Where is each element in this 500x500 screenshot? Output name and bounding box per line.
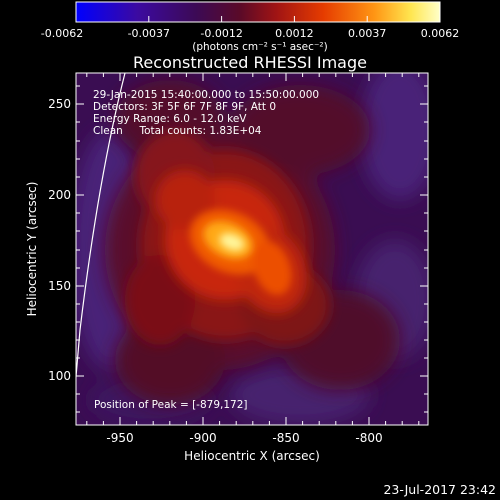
y-tick-label: 250 <box>48 97 71 111</box>
info-line-energy: Energy Range: 6.0 - 12.0 keV <box>93 113 247 125</box>
y-axis-label: Heliocentric Y (arcsec) <box>25 182 39 317</box>
x-tick-label: -950 <box>106 431 133 445</box>
x-tick-label: -900 <box>189 431 216 445</box>
colorbar-tick: 0.0012 <box>275 27 314 40</box>
colorbar-gradient <box>75 1 441 23</box>
timestamp: 23-Jul-2017 23:42 <box>383 482 496 497</box>
colorbar-tick: 0.0062 <box>421 27 460 40</box>
peak-position-label: Position of Peak = [-879,172] <box>94 399 248 411</box>
rhessi-image <box>76 73 428 425</box>
info-line-time: 29-Jan-2015 15:40:00.000 to 15:50:00.000 <box>93 89 319 101</box>
x-tick-label: -850 <box>272 431 299 445</box>
colorbar-tick: -0.0012 <box>200 27 242 40</box>
colorbar-units-label: (photons cm⁻² s⁻¹ asec⁻²) <box>192 41 327 53</box>
y-tick-label: 100 <box>48 369 71 383</box>
solar-limb <box>76 73 126 384</box>
plot-frame <box>75 72 429 426</box>
colorbar-tick: -0.0062 <box>41 27 83 40</box>
y-tick-label: 150 <box>48 279 71 293</box>
plot-title: Reconstructed RHESSI Image <box>133 53 367 72</box>
colorbar-tick: -0.0037 <box>128 27 170 40</box>
y-tick-label: 200 <box>48 188 71 202</box>
colorbar: -0.0062 -0.0037 -0.0012 0.0012 0.0037 0.… <box>41 1 460 53</box>
axis-ticks <box>76 73 428 425</box>
info-line-counts: Clean Total counts: 1.83E+04 <box>93 125 262 137</box>
x-tick-label: -800 <box>355 431 382 445</box>
colorbar-tick: 0.0037 <box>348 27 387 40</box>
info-line-detectors: Detectors: 3F 5F 6F 7F 8F 9F, Att 0 <box>93 101 276 113</box>
x-axis-label: Heliocentric X (arcsec) <box>184 449 320 463</box>
